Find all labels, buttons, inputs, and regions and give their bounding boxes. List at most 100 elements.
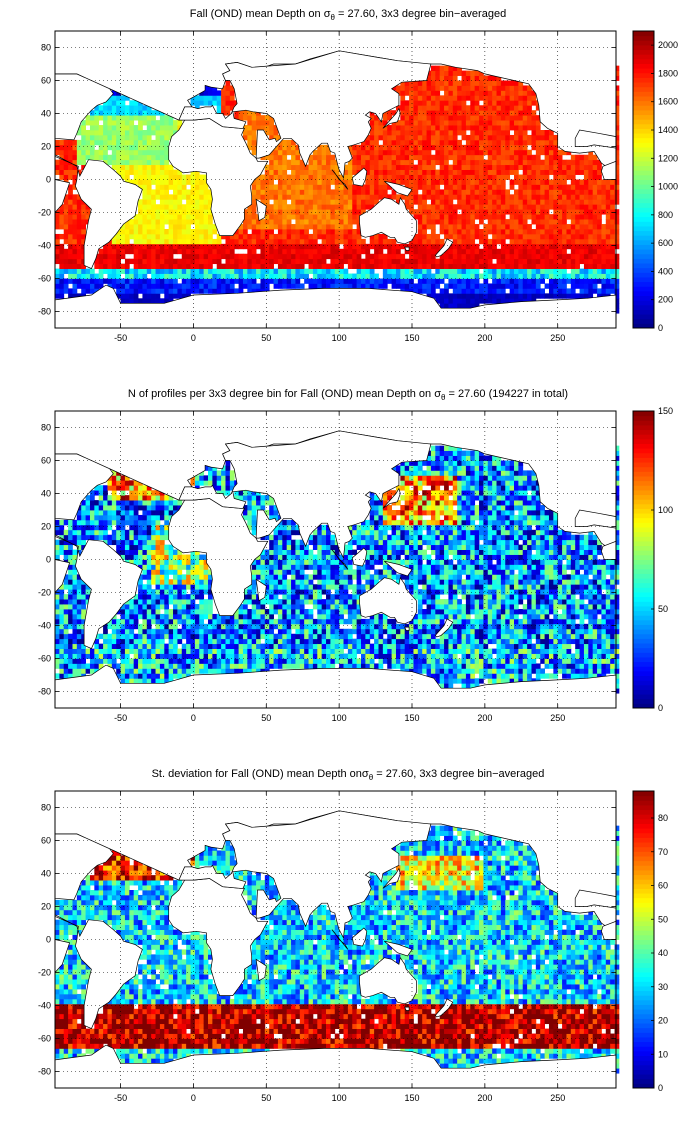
heatmap-cell (194, 253, 200, 260)
heatmap-cell (378, 278, 384, 284)
heatmap-cell (111, 618, 117, 625)
heatmap-cell (63, 529, 69, 536)
heatmap-cell (330, 154, 336, 161)
heatmap-cell (557, 224, 563, 230)
heatmap-cell (570, 233, 576, 240)
heatmap-cell (159, 144, 165, 151)
heatmap-cell (448, 224, 454, 230)
heatmap-cell (444, 263, 449, 269)
heatmap-cell (63, 609, 69, 615)
heatmap-cell (94, 263, 100, 269)
heatmap-cell (142, 663, 148, 669)
heatmap-cell (601, 263, 607, 269)
heatmap-cell (505, 273, 511, 279)
heatmap-cell (194, 248, 200, 255)
heatmap-cell (505, 268, 511, 274)
heatmap-cell (435, 70, 441, 76)
heatmap-cell (422, 184, 427, 190)
heatmap-cell (395, 273, 401, 279)
heatmap-cell (304, 278, 309, 284)
heatmap-cell (391, 273, 397, 279)
heatmap-cell (63, 174, 69, 180)
heatmap-cell (247, 134, 253, 141)
heatmap-cell (426, 293, 432, 299)
heatmap-cell (133, 179, 139, 185)
heatmap-cell (509, 233, 515, 240)
heatmap-cell (260, 233, 266, 240)
heatmap-cell (470, 233, 476, 240)
heatmap-cell (168, 233, 174, 240)
heatmap-cell (203, 233, 209, 240)
heatmap-cell (194, 95, 200, 101)
heatmap-cell (457, 154, 462, 161)
heatmap-cell (168, 258, 174, 265)
heatmap-cell (72, 618, 78, 625)
heatmap-cell (216, 100, 222, 106)
heatmap-cell (610, 283, 615, 289)
heatmap-cell (260, 125, 266, 131)
heatmap-cell (483, 149, 489, 156)
heatmap-cell (522, 283, 528, 289)
heatmap-cell (116, 238, 121, 245)
heatmap-cell (251, 139, 257, 146)
heatmap-cell (321, 199, 327, 205)
heatmap-cell (59, 283, 65, 289)
heatmap-cell (133, 609, 139, 615)
heatmap-cell (146, 243, 152, 250)
heatmap-cell (540, 149, 545, 156)
heatmap-cell (518, 194, 524, 200)
heatmap-cell (479, 125, 484, 131)
heatmap-cell (291, 268, 296, 274)
heatmap-cell (68, 544, 73, 550)
heatmap-cell (474, 100, 480, 106)
heatmap-cell (343, 174, 349, 180)
heatmap-cell (251, 263, 257, 269)
heatmap-cell (413, 130, 419, 136)
heatmap-cell (177, 209, 183, 215)
heatmap-cell (251, 189, 257, 195)
heatmap-cell (291, 164, 296, 170)
heatmap-cell (94, 510, 100, 516)
heatmap-cell (286, 179, 292, 185)
heatmap-cell (448, 199, 454, 205)
heatmap-cell (103, 130, 108, 136)
heatmap-cell (614, 144, 620, 151)
heatmap-cell (142, 159, 148, 166)
heatmap-cell (479, 110, 484, 116)
heatmap-cell (199, 268, 205, 274)
heatmap-cell (164, 273, 170, 279)
heatmap-cell (369, 169, 375, 175)
heatmap-cell (339, 194, 344, 200)
heatmap-cell (173, 623, 178, 630)
heatmap-cell (199, 248, 205, 255)
heatmap-cell (164, 534, 170, 541)
heatmap-cell (155, 514, 161, 521)
heatmap-cell (409, 164, 414, 170)
heatmap-cell (343, 229, 349, 235)
heatmap-cell (540, 209, 545, 215)
heatmap-cell (199, 273, 205, 279)
heatmap-cell (317, 248, 323, 255)
heatmap-cell (312, 233, 318, 240)
heatmap-cell (527, 199, 532, 205)
heatmap-cell (76, 668, 82, 674)
heatmap-cell (142, 184, 148, 190)
heatmap-cell (492, 268, 497, 274)
heatmap-cell (242, 134, 248, 141)
heatmap-cell (330, 233, 336, 240)
heatmap-cell (605, 233, 611, 240)
heatmap-cell (575, 219, 580, 225)
heatmap-cell (138, 174, 143, 180)
heatmap-cell (492, 298, 497, 304)
heatmap-cell (107, 283, 113, 289)
heatmap-cell (457, 258, 462, 265)
heatmap-cell (548, 179, 554, 185)
heatmap-cell (562, 219, 567, 225)
heatmap-cell (85, 273, 91, 279)
heatmap-cell (142, 539, 148, 546)
heatmap-cell (575, 214, 580, 220)
heatmap-cell (439, 125, 445, 131)
heatmap-cell (382, 194, 388, 200)
heatmap-cell (159, 505, 165, 511)
y-tick-label: 80 (41, 43, 51, 53)
